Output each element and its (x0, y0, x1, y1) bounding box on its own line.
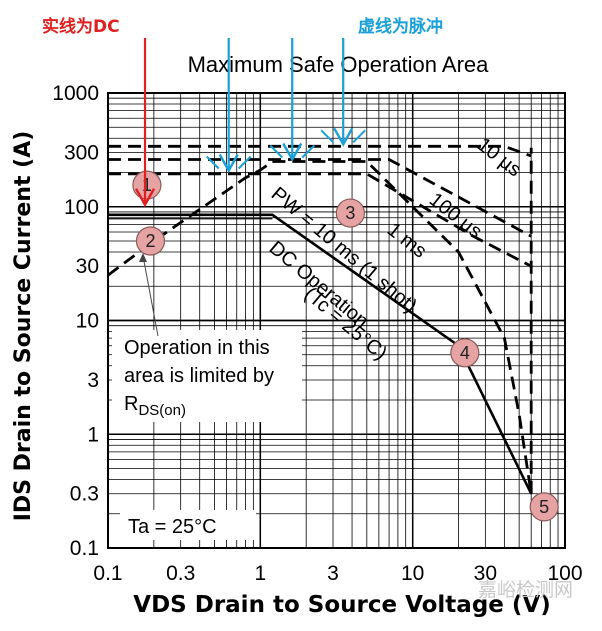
marker-4-label: 4 (460, 343, 470, 363)
red-arrow-0-head (134, 188, 156, 208)
title-background (150, 45, 530, 85)
y-tick-label: 300 (64, 141, 99, 164)
marker-5-label: 5 (539, 497, 549, 517)
label-10us: 10 µs (473, 134, 525, 182)
ta-label: Ta = 25°C (128, 516, 217, 538)
rds-note-line1: Operation in this (124, 337, 270, 359)
series-line-4 (108, 158, 532, 238)
y-tick-label: 30 (76, 255, 99, 278)
label-100us: 100 µs (425, 189, 486, 244)
ta-background (120, 510, 256, 540)
marker-3-circle (335, 198, 365, 228)
series-line-5 (108, 144, 532, 158)
x-tick-label: 0.1 (93, 562, 122, 585)
series-line-2 (272, 160, 533, 494)
rds-note-line3: RDS(on) (124, 393, 186, 419)
plot-frame (107, 92, 566, 549)
series-group (107, 144, 533, 495)
blue-arrow-1-head (282, 142, 303, 162)
blue-tick-l-0 (206, 155, 220, 170)
rds-note-background (112, 330, 302, 422)
x-tick-labels: 0.1 0.3 1 3 10 30 100 (93, 562, 582, 585)
y-tick-label: 10 (76, 310, 99, 333)
marker-2-circle (135, 226, 166, 256)
marker-3-label: 3 (345, 203, 355, 223)
blue-tick-r-0 (238, 155, 252, 170)
x-tick-label: 0.3 (166, 562, 195, 585)
y-tick-label: 1 (87, 423, 99, 446)
rds-pointer (142, 255, 159, 337)
blue-tick-r-2 (352, 129, 366, 144)
blue-arrow-2-head (333, 127, 354, 147)
y-tick-label: 1000 (52, 82, 99, 105)
marker-1-label: 1 (142, 175, 152, 195)
y-tick-label: 0.1 (70, 537, 99, 560)
x-tick-label: 30 (474, 562, 497, 585)
y-tick-label: 3 (87, 369, 99, 392)
series-line-1 (108, 213, 533, 495)
marker-2-label: 2 (145, 231, 155, 251)
series-line-3 (108, 172, 532, 268)
y-tick-label: 100 (64, 196, 99, 219)
rds-sub: DS(on) (138, 402, 186, 419)
chart-title: Maximum Safe Operation Area (188, 52, 490, 77)
x-axis-label: VDS Drain to Source Voltage (V) (133, 592, 550, 618)
series-line-0 (107, 160, 274, 277)
x-tick-label: 100 (547, 562, 582, 585)
blue-tick-r-1 (301, 144, 315, 159)
rds-main: R (124, 393, 138, 415)
marker-5-circle (529, 492, 559, 522)
blue-tick-l-2 (320, 129, 334, 144)
x-tick-label: 1 (254, 562, 266, 585)
y-tick-label: 0.3 (70, 483, 99, 506)
blue-note: 虚线为脉冲 (358, 16, 443, 37)
arrows-group (134, 38, 366, 208)
label-1ms: 1 ms (383, 219, 431, 263)
blue-arrow-0-head (218, 153, 239, 173)
y-axis-label: IDS Drain to Source Current (A) (11, 131, 36, 522)
watermark: 嘉峪检测网 (478, 579, 573, 601)
blue-tick-l-1 (269, 144, 283, 159)
red-note: 实线为DC (42, 16, 120, 37)
marker-4-circle (450, 338, 480, 368)
markers-group: 1 2 3 4 5 (132, 170, 559, 522)
x-tick-label: 10 (401, 562, 424, 585)
rds-pointer-head (139, 253, 147, 262)
x-tick-label: 3 (327, 562, 339, 585)
rds-note-line2: area is limited by (124, 365, 274, 387)
y-tick-labels: 1000 300 100 30 10 3 1 0.3 0.1 (52, 82, 99, 560)
